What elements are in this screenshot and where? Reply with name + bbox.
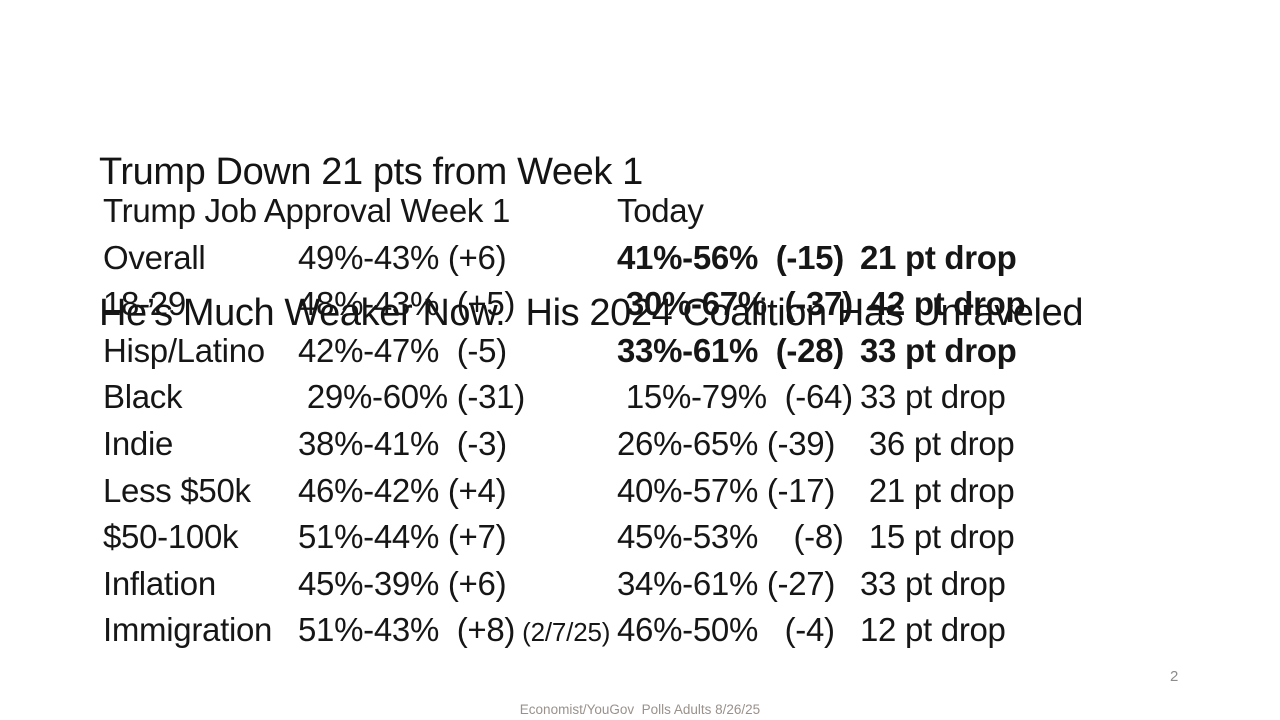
week1-value: 46%-42% (+4) (298, 471, 507, 509)
row-label: 18-29 (103, 285, 186, 323)
footer-source-line: Economist/YouGov Polls Adults 8/26/25 (519, 702, 761, 717)
row-label: Overall (103, 238, 206, 276)
row-label: Hisp/Latino (103, 331, 265, 369)
week1-value: 51%-43% (+8) (2/7/25) (298, 607, 610, 656)
week1-value: 38%-41% (-3) (298, 424, 507, 462)
header-week1-label: Trump Job Approval Week 1 (103, 192, 511, 229)
drop-value: 33 pt drop (860, 564, 1006, 602)
row-label: Black (103, 378, 183, 416)
slide-title: Trump Down 21 pts from Week 1 He’s Much … (99, 55, 1083, 431)
today-value: 45%-53% (-8) (617, 518, 844, 556)
title-line-2: He’s Much Weaker Now. His 2024 Coalition… (99, 292, 1084, 334)
drop-value: 36 pt drop (860, 424, 1015, 462)
week1-value: 45%-39% (+6) (298, 564, 507, 602)
week1-main: 51%-43% (+8) (298, 611, 516, 649)
today-value: 33%-61% (-28) (617, 331, 844, 369)
today-value: 46%-50% (-4) (617, 611, 835, 649)
drop-value: 15 pt drop (860, 518, 1015, 556)
header-today-label: Today (617, 192, 704, 229)
row-label: Indie (103, 424, 174, 462)
drop-value: 42 pt drop (860, 285, 1026, 323)
row-label: $50-100k (103, 518, 239, 556)
today-value: 30%-67% (-37) (617, 285, 853, 323)
today-value: 40%-57% (-17) (617, 471, 836, 509)
today-value: 26%-65% (-39) (617, 424, 836, 462)
page-number: 2 (1170, 668, 1179, 685)
drop-value: 21 pt drop (860, 471, 1015, 509)
week1-value: 51%-44% (+7) (298, 518, 507, 556)
week1-date-note: (2/7/25) (515, 617, 611, 648)
week1-value: 42%-47% (-5) (298, 331, 507, 369)
week1-value: 29%-60% (-31) (298, 378, 525, 416)
drop-value: 12 pt drop (860, 611, 1006, 649)
row-label: Inflation (103, 564, 216, 602)
today-value: 41%-56% (-15) (617, 238, 844, 276)
today-value: 34%-61% (-27) (617, 564, 836, 602)
today-value: 15%-79% (-64) (617, 378, 853, 416)
week1-value: 49%-43% (+6) (298, 238, 507, 276)
title-line-1: Trump Down 21 pts from Week 1 (99, 151, 643, 193)
drop-value: 21 pt drop (860, 238, 1017, 276)
row-label: Less $50k (103, 471, 251, 509)
drop-value: 33 pt drop (860, 378, 1006, 416)
drop-value: 33 pt drop (860, 331, 1017, 369)
slide-footer: Economist/YouGov Polls Adults 8/26/25 Si… (0, 662, 1280, 720)
week1-value: 48%-43% (+5) (298, 285, 516, 323)
row-label: Immigration (103, 611, 273, 649)
